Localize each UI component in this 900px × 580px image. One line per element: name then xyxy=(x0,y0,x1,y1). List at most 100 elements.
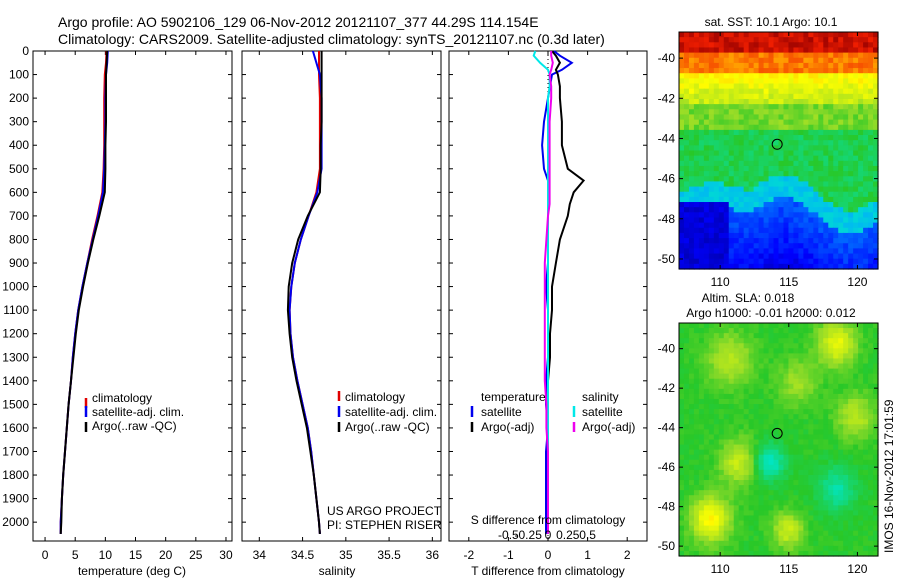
map-cell xyxy=(843,73,849,79)
map-cell xyxy=(718,186,725,193)
map-cell xyxy=(793,238,799,244)
map-cell xyxy=(848,439,854,446)
map-cell xyxy=(688,243,695,249)
map-cell xyxy=(738,530,745,537)
map-cell xyxy=(833,358,839,365)
map-cell xyxy=(679,353,685,360)
map-cell xyxy=(748,140,755,146)
map-cell xyxy=(768,419,775,425)
map-cell xyxy=(808,104,814,110)
map-cell xyxy=(753,378,760,385)
map-cell xyxy=(843,353,849,360)
map-cell xyxy=(838,485,844,491)
map-cell xyxy=(748,439,755,446)
map-cell xyxy=(743,535,750,542)
ytick-label: 1000 xyxy=(2,280,29,294)
map-cell xyxy=(788,530,795,537)
map-cell xyxy=(733,212,740,219)
map-cell xyxy=(738,68,745,74)
map-cell xyxy=(698,368,705,375)
map-cell xyxy=(793,258,799,265)
map-cell xyxy=(738,232,745,239)
map-cell xyxy=(763,62,770,69)
map-cell xyxy=(723,88,730,95)
map-cell xyxy=(753,449,760,456)
map-cell xyxy=(708,181,715,188)
map-cell xyxy=(708,363,715,370)
map-cell xyxy=(848,469,854,476)
map-cell xyxy=(818,323,824,329)
map-cell xyxy=(728,227,735,234)
map-cell xyxy=(723,109,730,116)
map-cell xyxy=(833,444,839,451)
map-cell xyxy=(743,333,750,339)
temperature-panel: 0100200300400500600700800900100011001200… xyxy=(2,44,233,578)
map-cell xyxy=(773,424,780,430)
map-cell xyxy=(853,181,859,188)
map-cell xyxy=(803,464,809,471)
map-cell xyxy=(703,238,710,244)
map-cell xyxy=(708,232,715,239)
map-cell xyxy=(798,490,804,496)
map-cell xyxy=(873,474,879,481)
map-cell xyxy=(793,469,799,476)
map-cell xyxy=(703,222,710,229)
map-cell xyxy=(683,155,690,162)
map-cell xyxy=(778,124,785,131)
map-cell xyxy=(768,104,775,110)
map-cell xyxy=(818,510,824,517)
map-cell xyxy=(833,363,839,370)
map-cell xyxy=(693,202,700,208)
map-cell xyxy=(793,217,799,224)
map-cell xyxy=(848,253,854,260)
map-cell xyxy=(873,545,879,552)
map-cell xyxy=(788,217,795,224)
map-cell xyxy=(679,140,685,146)
map-cell xyxy=(858,129,864,136)
map-cell xyxy=(838,145,844,152)
map-cell xyxy=(873,328,879,334)
map-cell xyxy=(858,510,864,517)
map-cell xyxy=(868,520,874,527)
map-cell xyxy=(693,135,700,141)
map-cell xyxy=(863,363,869,370)
map-cell xyxy=(788,78,795,85)
map-cell xyxy=(873,109,879,116)
map-cell xyxy=(803,383,809,390)
map-cell xyxy=(783,434,790,441)
map-cell xyxy=(693,145,700,152)
map-cell xyxy=(773,520,780,527)
series-line-satellite-adj-clim- xyxy=(59,50,109,534)
map-cell xyxy=(688,459,695,466)
map-cell xyxy=(679,530,685,537)
map-cell xyxy=(868,104,874,110)
map-cell xyxy=(873,145,879,152)
map-cell xyxy=(703,515,710,522)
map-cell xyxy=(873,98,879,105)
map-cell xyxy=(698,222,705,229)
map-cell xyxy=(788,243,795,249)
map-cell xyxy=(753,368,760,375)
map-cell xyxy=(868,515,874,522)
map-cell xyxy=(728,505,735,512)
map-cell xyxy=(853,119,859,126)
map-cell xyxy=(773,545,780,552)
map-cell xyxy=(683,500,690,506)
map-cell xyxy=(718,454,725,461)
map-cell xyxy=(693,343,700,349)
map-cell xyxy=(818,32,824,38)
map-cell xyxy=(763,495,770,501)
map-cell xyxy=(708,140,715,146)
map-cell xyxy=(858,323,864,329)
map-cell xyxy=(848,540,854,547)
map-cell xyxy=(788,505,795,512)
map-cell xyxy=(698,202,705,208)
map-cell xyxy=(693,191,700,198)
map-cell xyxy=(698,186,705,193)
map-cell xyxy=(748,500,755,506)
map-cell xyxy=(713,93,720,100)
map-cell xyxy=(788,73,795,79)
map-cell xyxy=(783,429,790,436)
map-cell xyxy=(723,535,730,542)
map-cell xyxy=(833,368,839,375)
